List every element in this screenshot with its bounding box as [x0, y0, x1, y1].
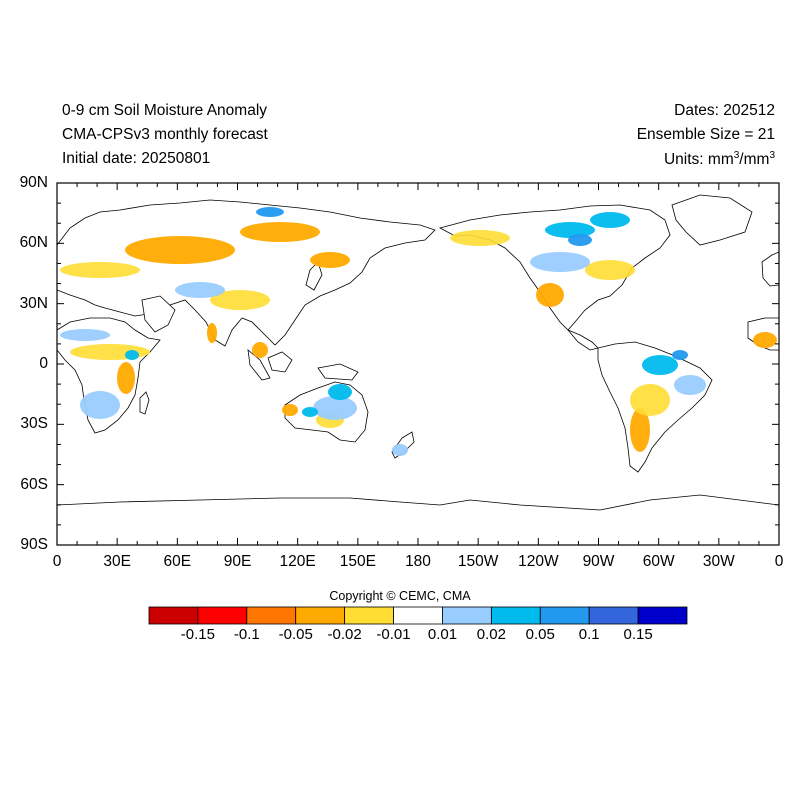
initial-date: Initial date: 20250801: [62, 150, 211, 167]
lat-tick-label: 0: [39, 355, 48, 372]
antarctica: [57, 494, 779, 545]
colorbar-swatch: [393, 606, 443, 625]
lon-tick-label: 180: [405, 553, 431, 570]
indonesia-sumatra: [247, 349, 271, 381]
colorbar-tick-label: 0.02: [476, 626, 506, 643]
colorbar-swatch: [588, 606, 639, 625]
colorbar-swatch: [442, 606, 492, 625]
wet-anomalies: [125, 212, 678, 417]
colorbar-swatch: [197, 606, 248, 625]
colorbar-tick-label: -0.1: [233, 626, 260, 643]
new-guinea: [317, 363, 359, 381]
central-america: [567, 329, 599, 351]
lat-tick-label: 90S: [20, 536, 48, 553]
lat-tick-label: 60N: [19, 234, 48, 252]
lat-tick-label: 60S: [20, 475, 48, 493]
very-wet-anomalies: [256, 207, 688, 360]
colorbar-tick-label: -0.15: [180, 626, 216, 643]
colorbar-tick-label: -0.02: [327, 626, 362, 643]
lat-tick-label: 30S: [20, 415, 48, 433]
lon-tick-label: 120E: [279, 553, 316, 570]
ensemble-size: Ensemble Size = 21: [636, 126, 775, 143]
lon-tick-label: 60E: [163, 553, 192, 570]
colorbar-tick-label: 0.05: [525, 626, 555, 643]
colorbar-tick-label: -0.05: [278, 626, 313, 643]
map-title: 0-9 cm Soil Moisture Anomaly: [62, 102, 268, 119]
greenland: [671, 194, 753, 246]
colorbar-tick-label: -0.01: [376, 626, 411, 643]
arabian-peninsula: [141, 295, 176, 333]
lon-tick-label: 0: [774, 553, 784, 570]
lon-tick-label: 60W: [642, 553, 675, 570]
copyright-text: Copyright © CEMC, CMA: [329, 589, 471, 603]
slightly-wet-anomalies: [60, 252, 706, 456]
lon-tick-label: 30E: [103, 553, 131, 570]
units-label: Units: mm3/mm3: [663, 150, 775, 169]
model-name: CMA-CPSv3 monthly forecast: [62, 126, 268, 143]
forecast-dates: Dates: 202512: [674, 102, 775, 119]
axis-ticks: [56, 182, 780, 546]
colorbar: [148, 606, 688, 625]
lon-tick-label: 150W: [457, 553, 499, 570]
colorbar-swatch: [539, 606, 590, 625]
lat-tick-label: 90N: [19, 174, 48, 191]
indonesia-borneo: [267, 351, 293, 373]
lat-tick-label: 30N: [19, 294, 48, 312]
colorbar-tick-label: 0.15: [623, 626, 653, 643]
lon-tick-label: 150E: [339, 553, 376, 570]
colorbar-swatch: [148, 606, 199, 625]
dry-anomalies: [117, 222, 777, 452]
colorbar-tick-label: 0.1: [578, 626, 600, 643]
colorbar-swatch: [295, 606, 346, 625]
lon-tick-label: 30W: [702, 553, 735, 570]
lon-tick-label: 90W: [582, 553, 615, 570]
lon-tick-label: 0: [52, 553, 62, 570]
colorbar-swatch: [490, 606, 541, 625]
europe-edge: [761, 251, 779, 287]
colorbar-swatch: [344, 606, 394, 625]
colorbar-swatch: [246, 606, 297, 625]
colorbar-tick-label: 0.01: [427, 626, 458, 643]
lon-tick-label: 90E: [223, 553, 252, 570]
land-anomaly-layer: [57, 194, 779, 545]
madagascar: [139, 391, 150, 415]
lon-tick-label: 120W: [518, 553, 559, 570]
colorbar-swatch: [637, 606, 688, 625]
